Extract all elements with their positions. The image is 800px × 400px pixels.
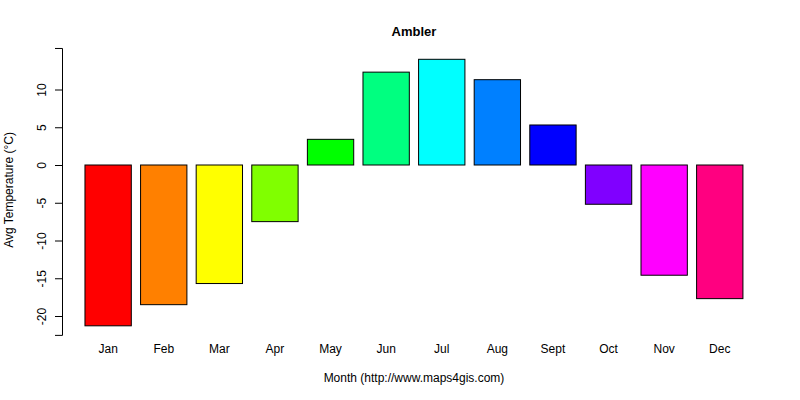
bar — [585, 165, 631, 204]
category-label: Jul — [434, 342, 449, 356]
y-axis-title: Avg Temperature (°C) — [2, 132, 16, 248]
tick-mark — [55, 90, 62, 91]
bar — [530, 125, 576, 165]
tick: 10 — [35, 83, 62, 97]
bar — [307, 139, 353, 165]
category-label: Dec — [709, 342, 730, 356]
category-label: Nov — [653, 342, 674, 356]
category-label: May — [319, 342, 342, 356]
chart: -20 -15 -10 -5 0 5 10 Jan Feb Mar Apr May Jun Jul Aug S… — [0, 0, 800, 400]
axis-line — [55, 48, 63, 335]
category-label: Mar — [209, 342, 230, 356]
bar — [196, 165, 242, 284]
y-axis: -20 -15 -10 -5 0 5 10 — [35, 48, 62, 335]
tick: -5 — [35, 198, 62, 209]
bars — [85, 59, 743, 326]
category-label: Aug — [487, 342, 508, 356]
tick-mark — [55, 278, 62, 279]
tick-label: 0 — [35, 162, 49, 169]
tick-label: -20 — [35, 308, 49, 326]
bar — [141, 165, 187, 305]
tick: -10 — [35, 232, 62, 250]
x-axis-title: Month (http://www.maps4gis.com) — [324, 371, 505, 385]
x-labels: Jan Feb Mar Apr May Jun Jul Aug Sept Oct Nov Dec — [98, 342, 730, 356]
tick-label: -15 — [35, 270, 49, 288]
category-label: Oct — [599, 342, 618, 356]
bar — [641, 165, 687, 275]
category-label: Jan — [98, 342, 117, 356]
category-label: Jun — [376, 342, 395, 356]
tick: 0 — [35, 162, 62, 169]
tick: -15 — [35, 270, 62, 288]
tick-mark — [55, 165, 62, 166]
category-label: Sept — [541, 342, 566, 356]
tick-mark — [55, 316, 62, 317]
bar — [474, 80, 520, 165]
bar — [85, 165, 131, 326]
bar — [363, 72, 409, 165]
title: Ambler — [392, 24, 437, 39]
tick-mark — [55, 241, 62, 242]
tick: 5 — [35, 124, 62, 131]
bar — [419, 59, 465, 165]
tick-label: -5 — [35, 198, 49, 209]
tick: -20 — [35, 308, 62, 326]
tick-mark — [55, 127, 62, 128]
bar — [252, 165, 298, 222]
category-label: Apr — [266, 342, 285, 356]
category-label: Feb — [153, 342, 174, 356]
bar — [697, 165, 743, 299]
tick-label: 10 — [35, 83, 49, 97]
tick-mark — [55, 203, 62, 204]
tick-label: -10 — [35, 232, 49, 250]
tick-label: 5 — [35, 124, 49, 131]
